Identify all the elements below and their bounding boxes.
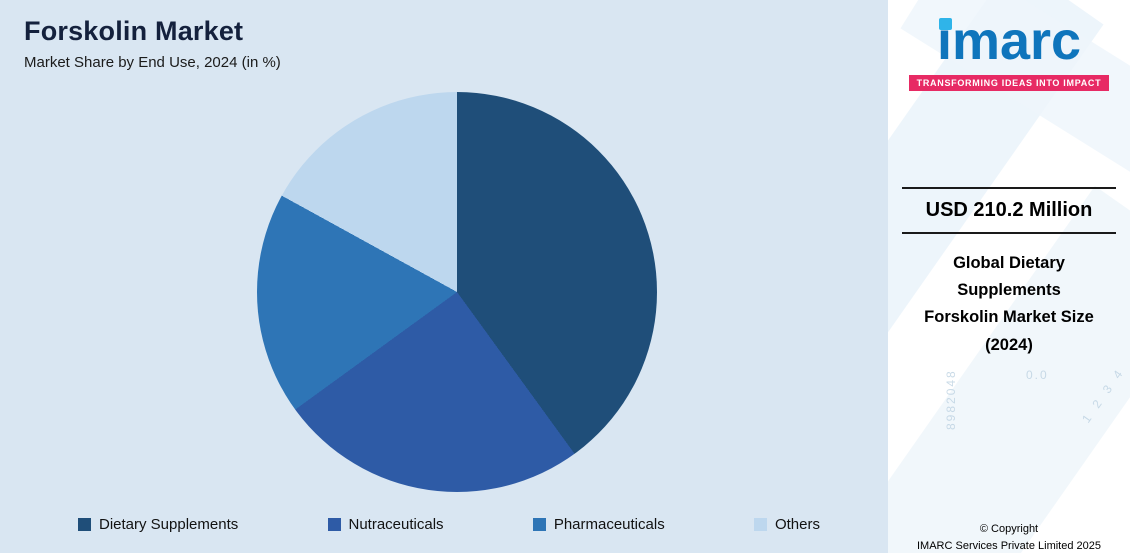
chart-subtitle: Market Share by End Use, 2024 (in %) [24, 54, 281, 71]
imarc-logo: imarc [937, 14, 1081, 68]
legend-label: Others [774, 516, 820, 533]
legend-item-others: Others [753, 516, 820, 533]
legend-label: Dietary Supplements [99, 516, 239, 533]
copyright-line1: © Copyright [979, 522, 1039, 535]
legend-swatch [532, 518, 546, 531]
panel-background-decor: 8982048 1 2 3 4 0.0 [888, 0, 1130, 553]
page-title: Forskolin Market [24, 16, 244, 46]
legend-swatch [78, 518, 91, 531]
imarc-logo-i-dot-icon [938, 18, 952, 30]
copyright-line2: IMARC Services Private Limited 2025 [916, 539, 1101, 552]
decor-watermark-number: 0.0 [1026, 368, 1049, 382]
metric-label-line1: Global Dietary Supplements [953, 254, 1065, 300]
chart-area: Forskolin Market Market Share by End Use… [0, 16, 888, 533]
info-panel: 8982048 1 2 3 4 0.0 imarc TRANSFORMING I… [888, 0, 1130, 553]
legend-label: Nutraceuticals [348, 516, 444, 533]
legend-swatch [327, 518, 341, 531]
chart-header: Forskolin Market Market Share by End Use… [24, 16, 281, 71]
chart-legend: Dietary Supplements Nutraceuticals Pharm… [0, 516, 888, 533]
legend-item-nutraceuticals: Nutraceuticals [327, 516, 444, 533]
legend-label: Pharmaceuticals [553, 516, 665, 533]
imarc-logo-text: imarc [936, 11, 1082, 71]
market-size-metric: USD 210.2 Million Global Dietary Supplem… [902, 187, 1116, 359]
metric-value: USD 210.2 Million [902, 187, 1116, 234]
metric-label-line2: Forskolin Market Size (2024) [924, 308, 1094, 354]
imarc-tagline: TRANSFORMING IDEAS INTO IMPACT [908, 75, 1110, 91]
pie-chart [257, 92, 657, 492]
legend-item-pharmaceuticals: Pharmaceuticals [532, 516, 665, 533]
legend-item-dietary-supplements: Dietary Supplements [78, 516, 238, 533]
legend-swatch [753, 518, 767, 531]
copyright: © Copyright IMARC Services Private Limit… [888, 521, 1130, 553]
metric-label: Global Dietary Supplements Forskolin Mar… [902, 250, 1116, 359]
panel-content: imarc TRANSFORMING IDEAS INTO IMPACT USD… [888, 14, 1130, 553]
